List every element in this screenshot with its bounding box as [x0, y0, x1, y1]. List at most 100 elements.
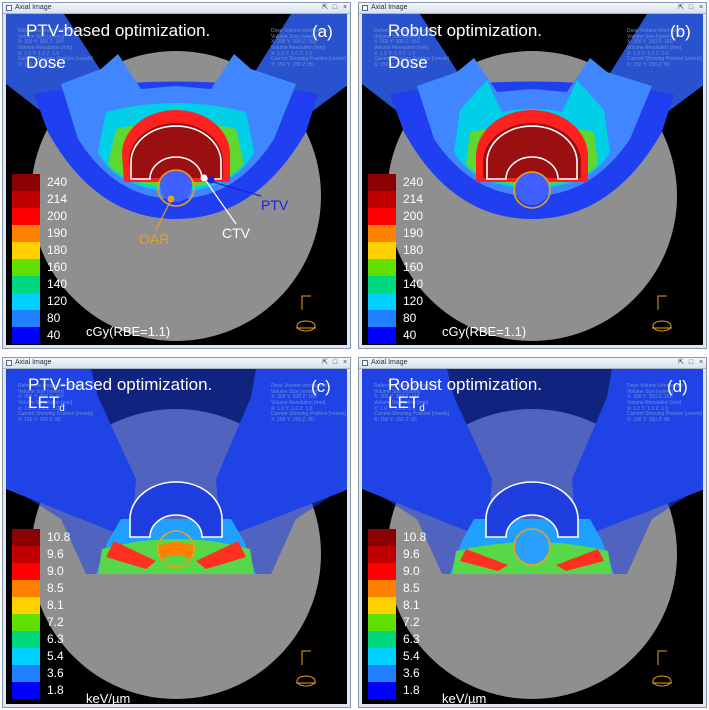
legend-unit: keV/µm [442, 691, 487, 704]
legend-value: 240 [47, 175, 68, 189]
head-icon [296, 320, 316, 332]
legend-value: 6.3 [47, 632, 64, 646]
legend-swatch [368, 242, 396, 259]
legend-value: 3.6 [403, 666, 420, 680]
close-icon[interactable]: × [342, 359, 348, 366]
legend-value: 5.4 [47, 649, 64, 663]
legend-value: 9.0 [47, 564, 64, 578]
legend-swatch [12, 648, 40, 665]
legend-swatch [12, 665, 40, 682]
restore-icon[interactable]: ⇱ [322, 4, 328, 11]
oar-leader [155, 201, 171, 231]
dose-240 [483, 123, 581, 178]
head-icon [296, 675, 316, 687]
legend-swatch [368, 648, 396, 665]
legend-swatch [12, 276, 40, 293]
ctv-contour [485, 481, 579, 538]
title-bar[interactable]: Axial Image ⇱ □ × [3, 3, 350, 14]
restore-icon[interactable]: ⇱ [322, 359, 328, 366]
legend-value: 120 [403, 294, 424, 308]
close-icon[interactable]: × [698, 359, 704, 366]
legend-swatch [368, 529, 396, 546]
axial-let-map [362, 369, 703, 699]
legend-value: 5.4 [403, 649, 420, 663]
axial-image-window-a: Axial Image ⇱ □ × [2, 2, 351, 349]
ctv-contour [129, 481, 223, 538]
legend-value: 160 [403, 260, 424, 274]
legend-unit: cGy(RBE=1.1) [442, 324, 527, 339]
legend-swatch [12, 225, 40, 242]
image-viewport[interactable]: Reference Image Information Volume Size [… [6, 14, 347, 345]
legend-swatch [368, 293, 396, 310]
legend-swatch [12, 310, 40, 327]
legend-swatch [368, 614, 396, 631]
panel-title-line1: PTV-based optimization. [26, 21, 211, 40]
legend-swatch [12, 327, 40, 344]
ctv-region [130, 482, 222, 537]
reference-info: Reference Image Information Volume Size [… [18, 28, 93, 68]
image-viewport[interactable]: Reference Image Information Volume Size [… [362, 14, 703, 345]
legend-value: 190 [47, 226, 68, 240]
maximize-icon[interactable]: □ [688, 4, 694, 11]
couch-shadow [6, 14, 347, 74]
let-low-region [6, 369, 347, 574]
title-bar[interactable]: Axial Image ⇱ □ × [3, 358, 350, 369]
legend-value: 214 [47, 192, 68, 206]
maximize-icon[interactable]: □ [688, 359, 694, 366]
maximize-icon[interactable]: □ [332, 359, 338, 366]
reference-info: Reference Image Information Volume Size [… [18, 383, 93, 423]
ctv-marker [200, 174, 208, 182]
legend-unit: keV/µm [86, 691, 131, 704]
panel-tag: (d) [667, 377, 688, 396]
legend-swatch [12, 174, 40, 191]
oar-dose [515, 171, 549, 205]
axial-image-window-c: Axial Image ⇱ □ × Reference Image Inform… [2, 357, 351, 708]
image-viewport[interactable]: Reference Image Information Volume Size [… [362, 369, 703, 704]
legend-value: 1.8 [47, 683, 64, 697]
maximize-icon[interactable]: □ [332, 4, 338, 11]
restore-icon[interactable]: ⇱ [678, 359, 684, 366]
let-hot-right [556, 549, 604, 571]
legend-swatch [368, 682, 396, 699]
oar-contour [513, 528, 551, 566]
close-icon[interactable]: × [342, 4, 348, 11]
legend-swatch [12, 614, 40, 631]
app-icon [6, 360, 12, 366]
axial-dose-map [362, 14, 703, 341]
legend-value: 9.0 [403, 564, 420, 578]
legend-swatch [12, 682, 40, 699]
ptv-marker [207, 176, 215, 184]
legend-swatch [12, 191, 40, 208]
restore-icon[interactable]: ⇱ [678, 4, 684, 11]
ptv-leader [212, 181, 262, 197]
image-viewport[interactable]: Reference Image Information Volume Size [… [6, 369, 347, 704]
title-bar[interactable]: Axial Image ⇱ □ × [359, 358, 706, 369]
legend-value: 214 [403, 192, 424, 206]
close-icon[interactable]: × [698, 4, 704, 11]
orientation-icon [296, 650, 316, 684]
legend-value: 120 [47, 294, 68, 308]
legend-swatch [368, 174, 396, 191]
color-legend: 240 214 200 190 180 160 140 120 80 40 [368, 174, 488, 344]
ctv-contour [486, 125, 578, 180]
legend-swatch [12, 259, 40, 276]
reference-info: Reference Image Information Volume Size [… [374, 383, 449, 423]
legend-value: 9.6 [403, 547, 420, 561]
let-hot-center [156, 542, 196, 559]
legend-value: 8.1 [47, 598, 64, 612]
legend-value: 10.8 [403, 530, 427, 544]
oar-contour [513, 171, 551, 209]
title-bar[interactable]: Axial Image ⇱ □ × [359, 3, 706, 14]
app-icon [362, 360, 368, 366]
panel-title-line2: Dose [26, 53, 66, 72]
oar-contour [157, 169, 195, 207]
legend-swatch [368, 546, 396, 563]
let-hot-left [460, 549, 508, 571]
legend-swatch [12, 580, 40, 597]
axial-image-window-d: Axial Image ⇱ □ × Reference Image Inform… [358, 357, 707, 708]
legend-swatch [368, 276, 396, 293]
panel-title-line2: LETd [388, 393, 425, 414]
axial-dose-map [6, 14, 347, 341]
legend-value: 180 [403, 243, 424, 257]
panel-title-line1: PTV-based optimization. [28, 375, 213, 394]
